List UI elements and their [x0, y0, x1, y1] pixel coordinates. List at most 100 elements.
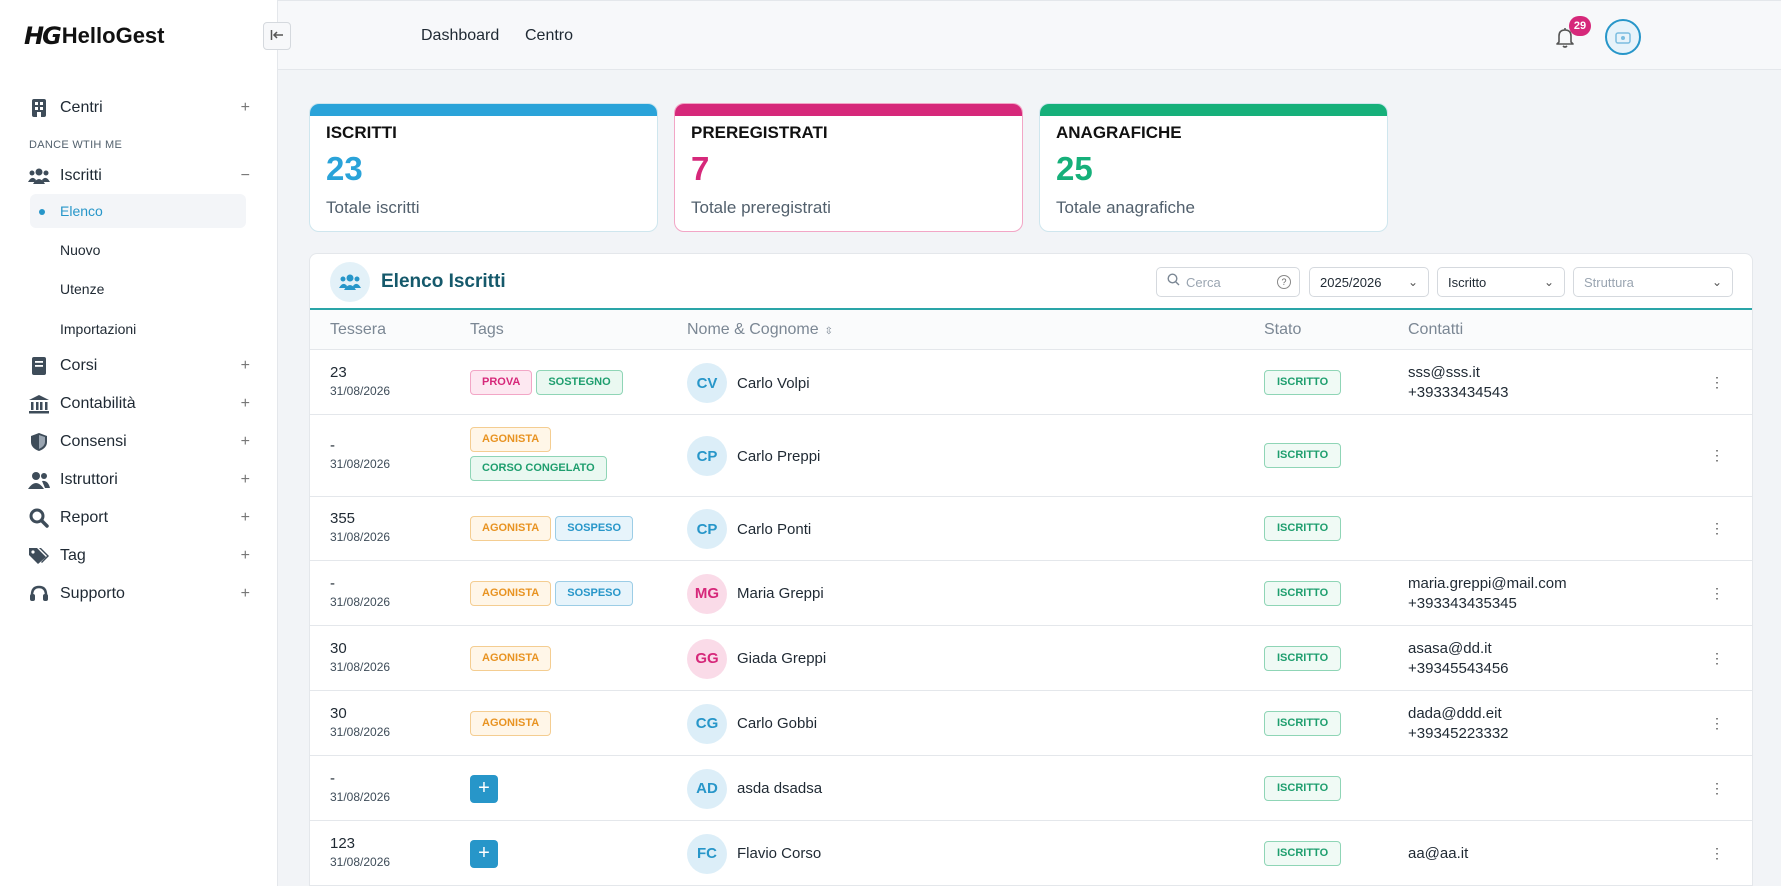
status-badge: ISCRITTO	[1264, 775, 1342, 801]
sidebar-item-tag[interactable]: Tag +	[28, 538, 250, 574]
sidebar-subitem-utenze[interactable]: Utenze	[60, 281, 105, 297]
sidebar-subitem-elenco[interactable]: Elenco	[30, 194, 246, 228]
expand-icon[interactable]: +	[240, 433, 250, 450]
person-name[interactable]: Maria Greppi	[737, 585, 824, 602]
more-options-icon[interactable]: ⋮	[1710, 779, 1724, 796]
contact-phone[interactable]: +393343435345	[1408, 594, 1517, 612]
more-options-icon[interactable]: ⋮	[1710, 844, 1724, 861]
contact-email[interactable]: maria.greppi@mail.com	[1408, 574, 1567, 592]
contact-phone[interactable]: +39333434543	[1408, 384, 1509, 401]
person-cell[interactable]: CV Carlo Volpi	[687, 363, 810, 403]
tag-badge[interactable]: AGONISTA	[470, 645, 552, 671]
person-cell[interactable]: AD asda dsadsa	[687, 768, 823, 809]
column-header-nome[interactable]: Nome & Cognome ⇳	[687, 321, 833, 339]
contact-email[interactable]: sss@sss.it	[1408, 364, 1480, 381]
person-cell[interactable]: GG Giada Greppi	[687, 638, 827, 679]
year-select[interactable]: 2025/2026 ⌄	[1309, 267, 1429, 297]
person-name[interactable]: Carlo Ponti	[737, 520, 812, 538]
person-cell[interactable]: MG Maria Greppi	[687, 573, 824, 614]
table-row[interactable]: 123 31/08/2026 + FC Flavio Corso ISCRITTO aa@a…	[310, 821, 1752, 886]
stat-card-preregistrati[interactable]: PREREGISTRATI 7 Totale preregistrati	[674, 103, 1023, 232]
collapse-icon[interactable]: −	[240, 167, 250, 184]
add-tag-button[interactable]: +	[470, 774, 498, 803]
more-options-icon[interactable]: ⋮	[1710, 520, 1724, 536]
column-header-tessera[interactable]: Tessera	[330, 321, 387, 338]
tag-badge[interactable]: SOSPESO	[555, 580, 634, 606]
table-row[interactable]: 355 31/08/2026 AGONISTA SOSPESO CP Carlo Pont…	[310, 497, 1752, 561]
expand-icon[interactable]: +	[240, 357, 250, 374]
logo[interactable]: HG HelloGest	[24, 22, 165, 50]
tag-badge[interactable]: SOSPESO	[555, 516, 634, 541]
table-row[interactable]: - 31/08/2026 AGONISTA CORSO CONGELATO CP Carl…	[310, 415, 1752, 497]
person-cell[interactable]: CP Carlo Ponti	[687, 509, 811, 549]
table-row[interactable]: 23 31/08/2026 PROVA SOSTEGNO CV Carlo Volpi IS…	[310, 351, 1752, 415]
contacts-cell: asasa@dd.it +39345543456	[1408, 639, 1509, 679]
tag-badge[interactable]: AGONISTA	[470, 516, 552, 541]
contact-email[interactable]: dada@ddd.eit	[1408, 704, 1502, 722]
column-header-tags[interactable]: Tags	[470, 321, 504, 338]
sort-icon[interactable]: ⇳	[824, 326, 834, 337]
sidebar-item-iscritti[interactable]: Iscritti −	[28, 158, 250, 194]
person-name[interactable]: Giada Greppi	[737, 650, 827, 667]
card-title: ISCRITTI	[326, 123, 397, 142]
person-name[interactable]: Carlo Gobbi	[737, 715, 818, 732]
more-options-icon[interactable]: ⋮	[1710, 447, 1724, 463]
top-link-dashboard[interactable]: Dashboard	[421, 27, 500, 44]
table-row[interactable]: - 31/08/2026 AGONISTA SOSPESO MG Maria Greppi…	[310, 561, 1752, 626]
tag-badge[interactable]: SOSTEGNO	[536, 370, 623, 395]
search-input[interactable]	[1186, 274, 1266, 290]
tag-badge[interactable]: AGONISTA	[470, 427, 552, 452]
collapse-sidebar-button[interactable]	[263, 22, 291, 50]
tag-badge[interactable]: CORSO CONGELATO	[470, 456, 607, 481]
more-options-icon[interactable]: ⋮	[1710, 584, 1724, 601]
person-name[interactable]: Flavio Corso	[737, 845, 822, 862]
sidebar-subitem-importazioni[interactable]: Importazioni	[60, 321, 137, 337]
contact-phone[interactable]: +39345543456	[1408, 659, 1509, 677]
tag-badge[interactable]: AGONISTA	[470, 580, 552, 606]
person-name[interactable]: asda dsadsa	[737, 780, 823, 797]
more-options-icon[interactable]: ⋮	[1710, 714, 1724, 731]
expand-icon[interactable]: +	[240, 509, 250, 526]
stat-card-iscritti[interactable]: ISCRITTI 23 Totale iscritti	[309, 103, 658, 232]
contact-email[interactable]: aa@aa.it	[1408, 844, 1469, 862]
more-options-icon[interactable]: ⋮	[1710, 374, 1724, 390]
expand-icon[interactable]: +	[240, 395, 250, 412]
contact-phone[interactable]: +39345223332	[1408, 724, 1509, 742]
structure-select[interactable]: Struttura ⌄	[1573, 267, 1733, 297]
help-icon[interactable]: ?	[1277, 275, 1291, 289]
sidebar-item-consensi[interactable]: Consensi +	[28, 424, 250, 460]
top-link-centro[interactable]: Centro	[525, 27, 574, 44]
column-header-stato[interactable]: Stato	[1264, 321, 1302, 338]
sidebar-item-supporto[interactable]: Supporto +	[28, 576, 250, 612]
sidebar-item-istruttori[interactable]: Istruttori +	[28, 462, 250, 498]
person-name[interactable]: Carlo Volpi	[737, 374, 810, 392]
tag-badge[interactable]: PROVA	[470, 370, 533, 395]
column-header-contatti[interactable]: Contatti	[1408, 321, 1464, 338]
expand-icon[interactable]: +	[240, 99, 250, 116]
person-cell[interactable]: CP Carlo Preppi	[687, 436, 820, 476]
person-cell[interactable]: CG Carlo Gobbi	[687, 703, 818, 744]
instructors-icon	[28, 469, 50, 491]
tag-badge[interactable]: AGONISTA	[470, 710, 552, 736]
add-tag-button[interactable]: +	[470, 839, 498, 868]
sidebar-item-centri[interactable]: Centri +	[28, 90, 250, 126]
sidebar-subitem-nuovo[interactable]: Nuovo	[60, 242, 101, 258]
expand-icon[interactable]: +	[240, 547, 250, 564]
sidebar-item-corsi[interactable]: Corsi +	[28, 348, 250, 384]
stat-card-anagrafiche[interactable]: ANAGRAFICHE 25 Totale anagrafiche	[1039, 103, 1388, 232]
sidebar-item-report[interactable]: Report +	[28, 500, 250, 536]
more-options-icon[interactable]: ⋮	[1710, 649, 1724, 666]
user-avatar[interactable]	[1605, 19, 1641, 55]
table-row[interactable]: 30 31/08/2026 AGONISTA CG Carlo Gobbi ISCRITT…	[310, 691, 1752, 756]
person-name[interactable]: Carlo Preppi	[737, 447, 821, 465]
table-row[interactable]: 30 31/08/2026 AGONISTA GG Giada Greppi ISCRIT…	[310, 626, 1752, 691]
table-row[interactable]: - 31/08/2026 + AD asda dsadsa ISCRITTO ⋮	[310, 756, 1752, 821]
expand-icon[interactable]: +	[240, 471, 250, 488]
person-cell[interactable]: FC Flavio Corso	[687, 833, 822, 874]
status-select[interactable]: Iscritto ⌄	[1437, 267, 1565, 297]
contact-email[interactable]: asasa@dd.it	[1408, 639, 1492, 657]
expand-icon[interactable]: +	[240, 585, 250, 602]
bell-icon[interactable]	[1553, 25, 1577, 49]
sidebar-item-contabilita[interactable]: Contabilità +	[28, 386, 250, 422]
search-box[interactable]: ?	[1156, 267, 1300, 297]
